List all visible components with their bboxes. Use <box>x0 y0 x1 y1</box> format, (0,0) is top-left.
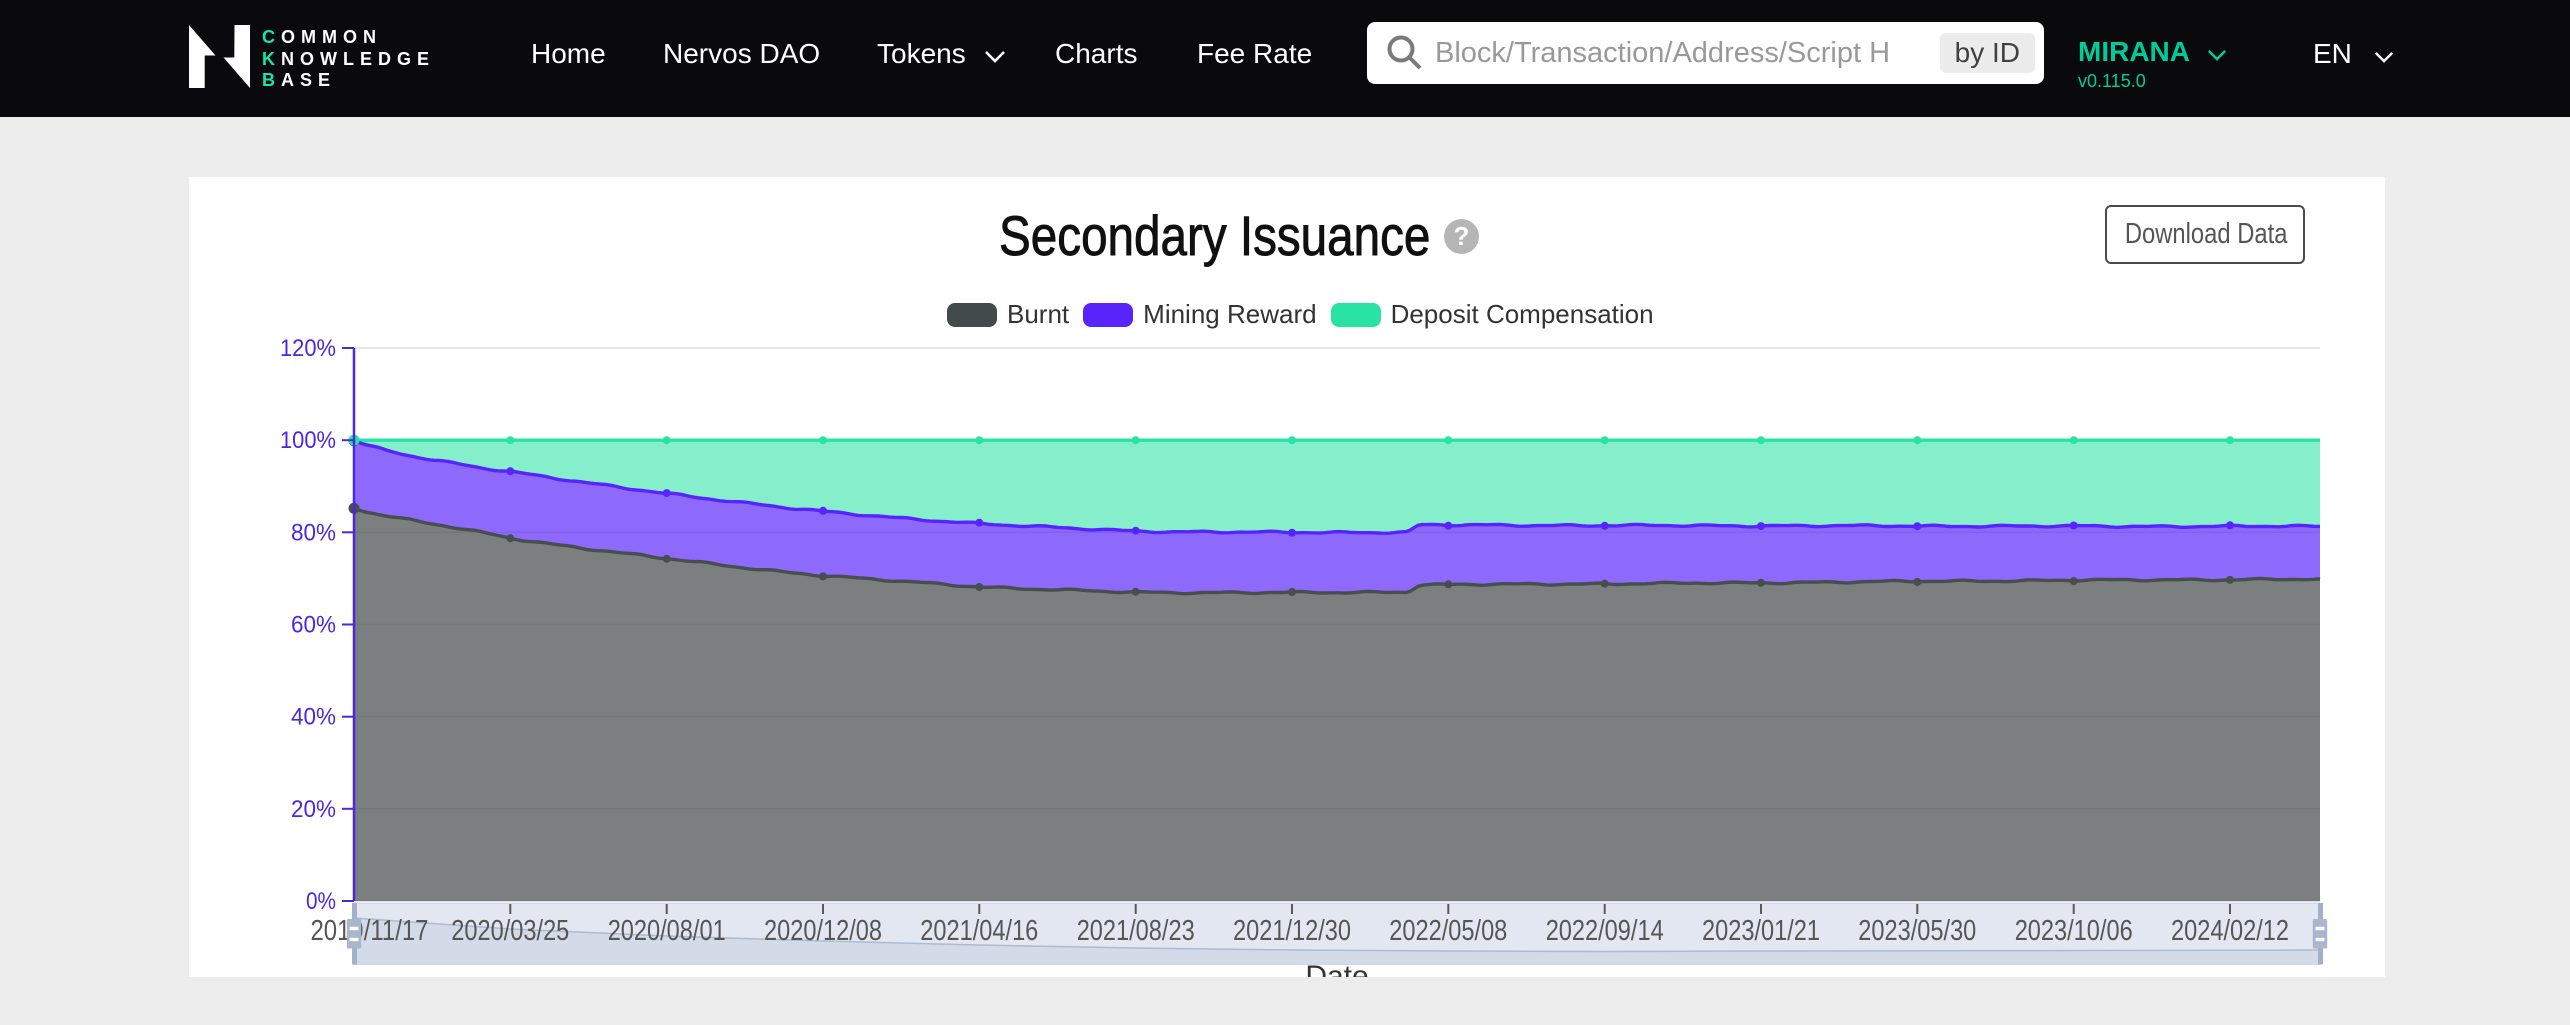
svg-text:Date: Date <box>1305 960 1368 977</box>
svg-text:2023/01/21: 2023/01/21 <box>1702 915 1820 947</box>
svg-text:2020/08/01: 2020/08/01 <box>608 915 726 947</box>
svg-text:2020/12/08: 2020/12/08 <box>764 915 882 947</box>
svg-text:120%: 120% <box>280 335 336 362</box>
svg-text:20%: 20% <box>291 796 336 823</box>
svg-text:2022/09/14: 2022/09/14 <box>1546 915 1664 947</box>
svg-text:60%: 60% <box>291 612 336 639</box>
svg-text:2023/10/06: 2023/10/06 <box>2015 915 2133 947</box>
svg-text:2021/08/23: 2021/08/23 <box>1077 915 1195 947</box>
svg-text:2023/05/30: 2023/05/30 <box>1858 915 1976 947</box>
svg-text:80%: 80% <box>291 519 336 546</box>
svg-text:2024/02/12: 2024/02/12 <box>2171 915 2289 947</box>
svg-text:0%: 0% <box>306 888 336 915</box>
svg-text:40%: 40% <box>291 704 336 731</box>
svg-text:2021/12/30: 2021/12/30 <box>1233 915 1351 947</box>
svg-text:2019/11/17: 2019/11/17 <box>311 915 429 947</box>
svg-text:2020/03/25: 2020/03/25 <box>451 915 569 947</box>
svg-text:100%: 100% <box>280 427 336 454</box>
svg-text:2021/04/16: 2021/04/16 <box>920 915 1038 947</box>
svg-text:2022/05/08: 2022/05/08 <box>1389 915 1507 947</box>
